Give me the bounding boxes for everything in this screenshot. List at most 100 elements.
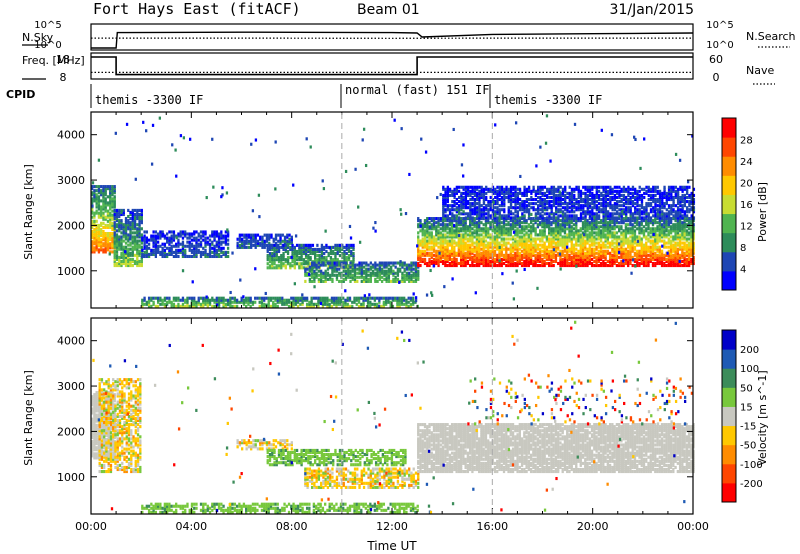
power-cell <box>649 245 652 249</box>
power-cell <box>618 261 621 266</box>
power-cell <box>371 296 374 300</box>
power-cell <box>156 298 160 302</box>
power-cell <box>484 225 488 229</box>
power-cell <box>455 214 459 218</box>
power-cell <box>521 214 524 218</box>
power-cell <box>378 296 381 300</box>
power-cell <box>274 296 277 300</box>
power-cell <box>321 304 325 308</box>
power-cell <box>660 227 664 231</box>
power-cell <box>215 296 218 300</box>
power-cell <box>446 227 449 231</box>
power-cell <box>538 247 542 251</box>
power-cell <box>129 247 132 251</box>
power-cell <box>475 249 479 253</box>
power-cell <box>570 237 573 241</box>
power-cell <box>498 255 501 259</box>
power-cell <box>109 250 112 254</box>
power-cell <box>676 259 679 264</box>
power-cell <box>642 261 646 266</box>
power-cell <box>613 223 616 227</box>
power-cell <box>656 253 659 257</box>
power-cell <box>658 259 661 264</box>
power-cell <box>276 300 279 304</box>
power-cell <box>339 296 343 300</box>
power-cell <box>672 257 675 261</box>
power-cell <box>572 227 576 231</box>
power-cell <box>613 251 616 255</box>
power-cell <box>147 302 151 306</box>
power-cell <box>511 219 515 223</box>
power-cell <box>681 223 684 227</box>
power-cell <box>435 253 438 257</box>
power-cell <box>152 244 155 248</box>
power-cell <box>243 233 246 237</box>
power-cell <box>536 255 540 259</box>
power-cell <box>681 263 684 268</box>
power-cell <box>394 277 397 281</box>
power-cell <box>124 221 128 225</box>
power-cell <box>485 208 488 212</box>
power-cell <box>645 247 648 251</box>
power-cell <box>311 247 315 251</box>
power-cell <box>106 209 110 213</box>
power-cell <box>674 219 677 223</box>
power-cell <box>624 247 628 251</box>
power-cell <box>378 300 381 304</box>
power-cell <box>525 257 528 261</box>
power-cell <box>129 221 132 225</box>
power-cell <box>462 202 465 206</box>
power-cell <box>532 243 535 247</box>
power-cell <box>437 259 440 264</box>
power-cell <box>690 233 693 237</box>
power-cell <box>651 261 655 266</box>
power-cell <box>312 296 316 300</box>
power-cell <box>444 219 447 223</box>
power-cell <box>491 214 495 218</box>
power-cell <box>593 259 596 264</box>
power-cell <box>561 235 564 239</box>
power-cell <box>106 185 110 189</box>
power-cell <box>298 266 301 270</box>
power-cell <box>383 269 386 273</box>
power-cell <box>375 296 379 300</box>
power-cell <box>91 197 94 201</box>
power-cell <box>450 229 454 233</box>
power-cell <box>141 238 144 242</box>
power-cell <box>645 219 648 223</box>
power-cell <box>516 197 519 202</box>
power-cell <box>493 219 497 223</box>
power-cell <box>581 263 585 268</box>
power-cell <box>464 187 468 191</box>
power-cell <box>323 258 326 262</box>
power-cell <box>310 269 314 273</box>
power-cell <box>464 202 468 206</box>
power-cell <box>154 238 158 242</box>
power-cell <box>349 261 352 265</box>
power-cell <box>615 263 619 268</box>
power-cell <box>588 233 591 237</box>
power-cell <box>309 243 312 247</box>
power-cell <box>593 241 596 245</box>
power-cell <box>660 251 664 255</box>
nsearch-tick-top: 10^5 <box>706 20 733 31</box>
power-cell <box>403 263 406 267</box>
power-cell <box>186 298 189 302</box>
power-cell <box>184 254 187 259</box>
power-cell <box>606 237 610 241</box>
power-cell <box>106 232 110 236</box>
power-cell <box>645 223 648 227</box>
power-cell <box>559 263 562 268</box>
power-cell <box>500 216 504 220</box>
nsearch-label: N.Search <box>746 30 796 43</box>
power-cell <box>500 187 504 191</box>
power-cell <box>208 298 212 302</box>
power-cell <box>586 263 589 268</box>
power-cell <box>507 189 510 193</box>
power-cell <box>245 235 248 239</box>
power-cell <box>226 300 230 304</box>
power-cell <box>124 263 128 268</box>
power-cell <box>509 263 512 268</box>
power-cell <box>561 253 564 257</box>
power-cell <box>480 193 483 197</box>
